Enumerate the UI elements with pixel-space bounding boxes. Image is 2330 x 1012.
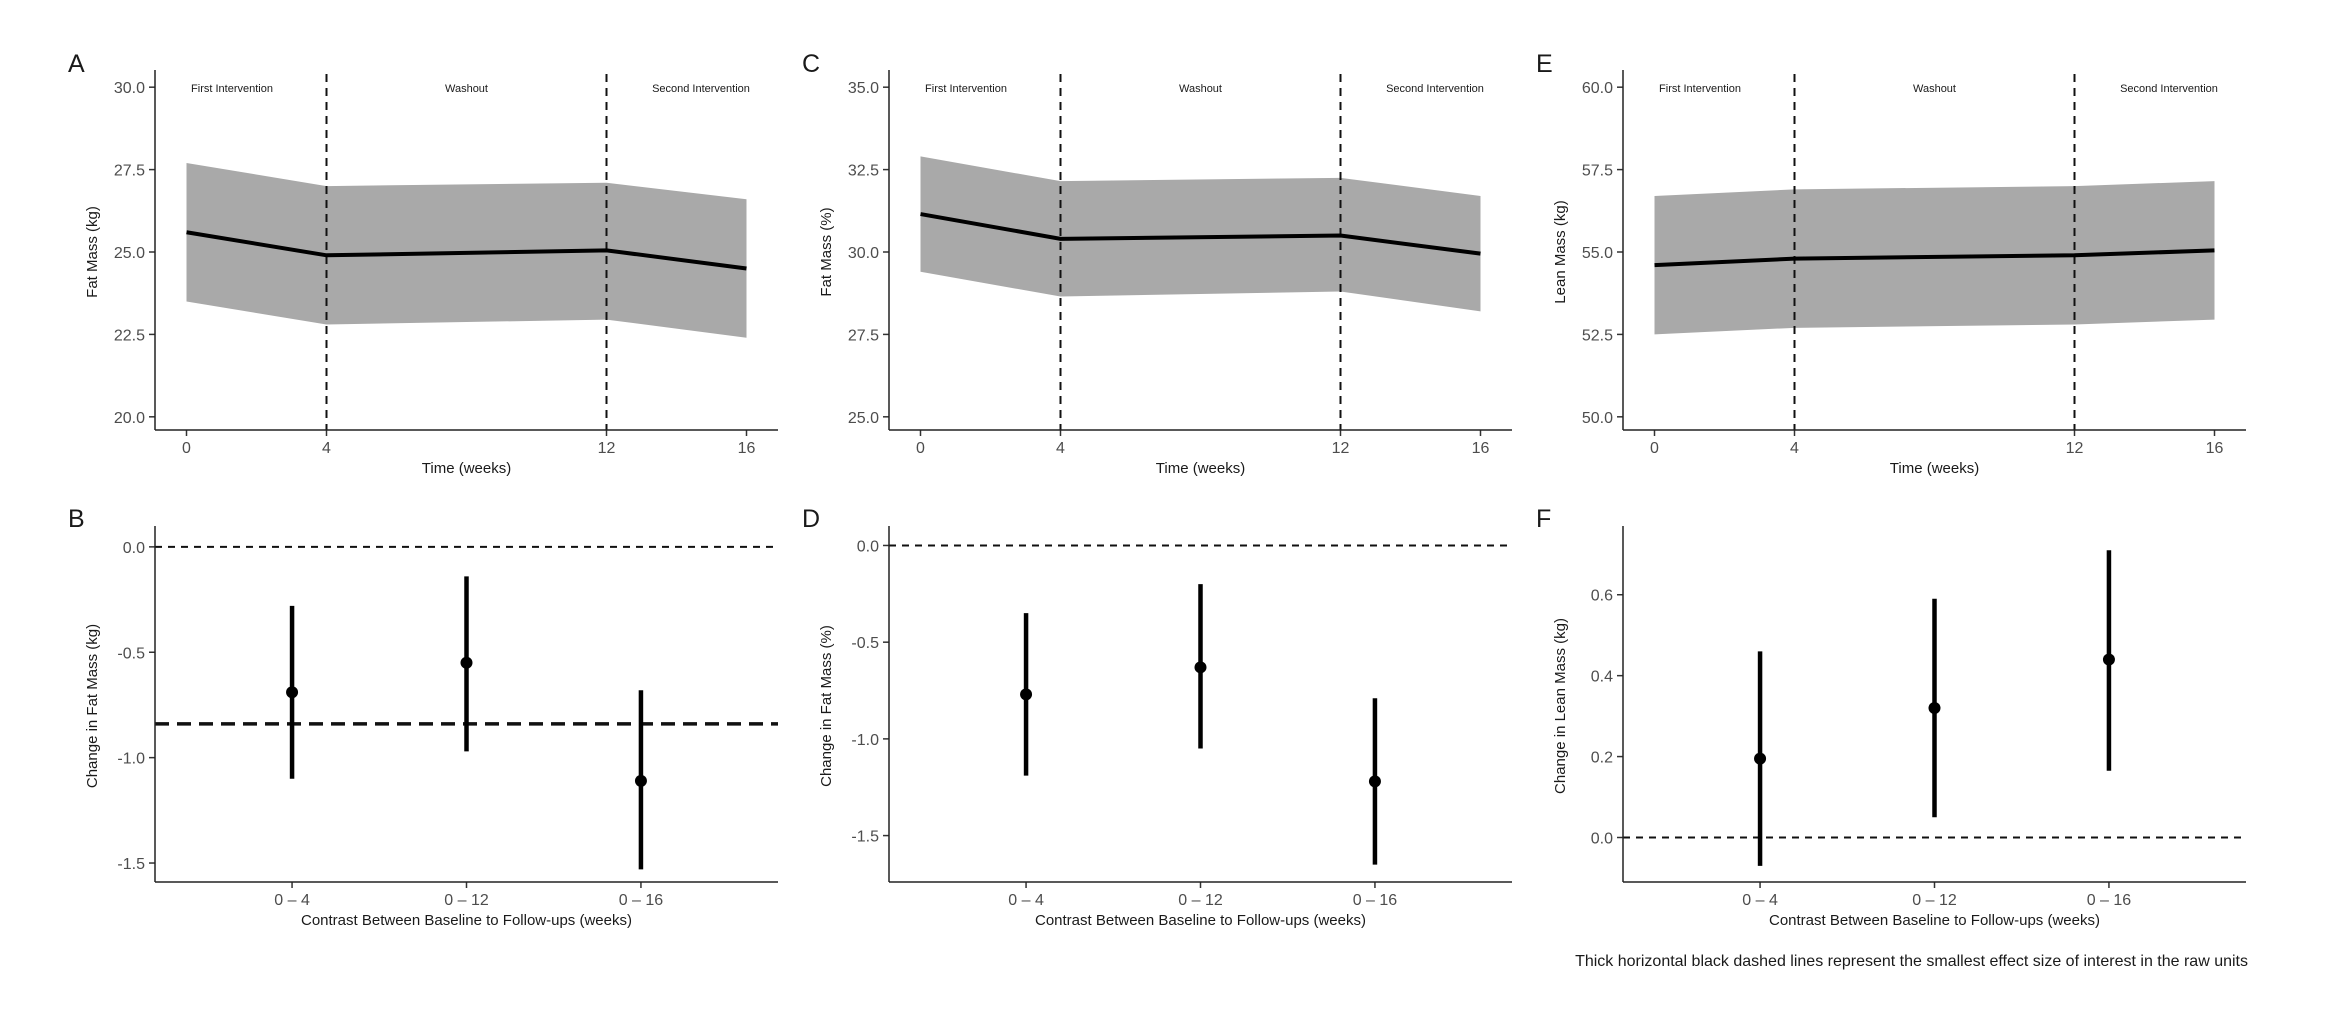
x-tick-label: 12 [1332,440,1350,457]
y-tick-label: -0.5 [117,645,145,662]
y-axis-title: Change in Fat Mass (%) [818,625,835,787]
x-tick-label: 0 [182,440,191,457]
panel-letter: A [68,50,85,78]
phase-label: Washout [1913,83,1956,95]
phase-label: Washout [445,83,488,95]
estimate-point [460,656,473,669]
y-tick-label: -1.5 [851,829,879,846]
phase-label: First Intervention [191,83,273,95]
mean-line [186,230,747,271]
panel-f: F 0.0 0.2 0.4 0.6 0 – 4 0 – 12 0 – 16 Contrast B… [1536,505,2246,929]
x-tick-label: 4 [322,440,331,457]
panel-letter: C [802,50,820,78]
x-tick-label: 16 [1472,440,1490,457]
x-tick-label: 16 [738,440,756,457]
estimate-point [1754,752,1767,765]
y-tick-label: 30.0 [848,245,879,262]
phase-label: Second Intervention [2120,83,2218,95]
y-tick-label: 32.5 [848,163,879,180]
x-tick-label: 0 – 12 [1178,892,1223,909]
panel-letter: B [68,505,85,533]
y-tick-label: 55.0 [1582,245,1613,262]
panel-d: D -1.5 -1.0 -0.5 0.0 0 – 4 0 – 12 0 – 16 Contras… [802,505,1512,929]
y-tick-label: 35.0 [848,80,879,97]
y-tick-label: 0.0 [857,538,879,555]
y-tick-label: -1.0 [851,732,879,749]
panel-b: B -1.5 -1.0 -0.5 0.0 0 – 4 0 – 12 0 – 16 Contras… [68,505,778,929]
y-tick-label: 0.4 [1591,669,1613,686]
confidence-band [186,163,747,338]
x-tick-label: 12 [2066,440,2084,457]
x-tick-label: 0 – 4 [274,892,310,909]
y-tick-label: -0.5 [851,635,879,652]
y-tick-label: 25.0 [114,245,145,262]
panel-letter: F [1536,505,1551,533]
x-tick-label: 0 – 12 [444,892,489,909]
x-tick-label: 0 – 16 [1353,892,1398,909]
estimate-point [634,774,647,787]
mean-line [1654,248,2215,268]
x-tick-label: 4 [1056,440,1065,457]
estimate-point [1020,688,1033,701]
y-tick-label: 50.0 [1582,410,1613,427]
estimate-point [2102,653,2115,666]
y-tick-label: 0.0 [123,540,145,557]
x-axis-title: Contrast Between Baseline to Follow-ups … [301,912,632,929]
phase-label: Washout [1179,83,1222,95]
y-tick-label: 60.0 [1582,80,1613,97]
y-tick-label: 30.0 [114,80,145,97]
y-tick-label: 27.5 [114,163,145,180]
y-axis-title: Lean Mass (kg) [1552,200,1569,303]
y-axis-title: Change in Lean Mass (kg) [1552,618,1569,794]
x-tick-label: 16 [2206,440,2224,457]
y-tick-label: 0.0 [1591,830,1613,847]
y-tick-label: 27.5 [848,327,879,344]
x-tick-label: 0 – 4 [1742,892,1778,909]
y-axis-title: Fat Mass (%) [818,207,835,296]
y-axis-title: Change in Fat Mass (kg) [84,624,101,788]
x-tick-label: 0 [916,440,925,457]
panel-c: C 25.0 27.5 30.0 32.5 35.0 First Intervention W… [802,50,1512,477]
y-tick-label: -1.0 [117,751,145,768]
x-axis-title: Time (weeks) [1156,460,1245,477]
phase-label: Second Intervention [1386,83,1484,95]
panel-letter: E [1536,50,1553,78]
y-tick-label: -1.5 [117,856,145,873]
x-tick-label: 4 [1790,440,1799,457]
panel-letter: D [802,505,820,533]
y-tick-label: 20.0 [114,410,145,427]
x-axis-title: Time (weeks) [422,460,511,477]
x-tick-label: 0 [1650,440,1659,457]
panel-a: A 20.0 22.5 25.0 27.5 30.0 First Intervention W… [68,50,778,477]
footnote: Thick horizontal black dashed lines repr… [1575,953,2248,970]
estimate-point [1194,661,1207,674]
phase-label: Second Intervention [652,83,750,95]
y-axis-title: Fat Mass (kg) [84,206,101,298]
x-tick-label: 0 – 16 [2087,892,2132,909]
panel-e: E 50.0 52.5 55.0 57.5 60.0 First Intervention W… [1536,50,2246,477]
estimate-point [1928,702,1941,715]
x-axis-title: Contrast Between Baseline to Follow-ups … [1769,912,2100,929]
y-tick-label: 57.5 [1582,163,1613,180]
y-tick-label: 0.2 [1591,750,1613,767]
x-tick-label: 0 – 12 [1912,892,1957,909]
x-axis-title: Time (weeks) [1890,460,1979,477]
x-tick-label: 0 – 4 [1008,892,1044,909]
phase-label: First Intervention [1659,83,1741,95]
y-tick-label: 22.5 [114,327,145,344]
y-tick-label: 52.5 [1582,327,1613,344]
estimate-point [1368,775,1381,788]
phase-label: First Intervention [925,83,1007,95]
x-tick-label: 0 – 16 [619,892,664,909]
confidence-band [920,156,1481,312]
x-axis-title: Contrast Between Baseline to Follow-ups … [1035,912,1366,929]
mean-line [920,212,1481,256]
estimate-point [286,686,299,699]
y-tick-label: 0.6 [1591,588,1613,605]
x-tick-label: 12 [598,440,616,457]
y-tick-label: 25.0 [848,410,879,427]
